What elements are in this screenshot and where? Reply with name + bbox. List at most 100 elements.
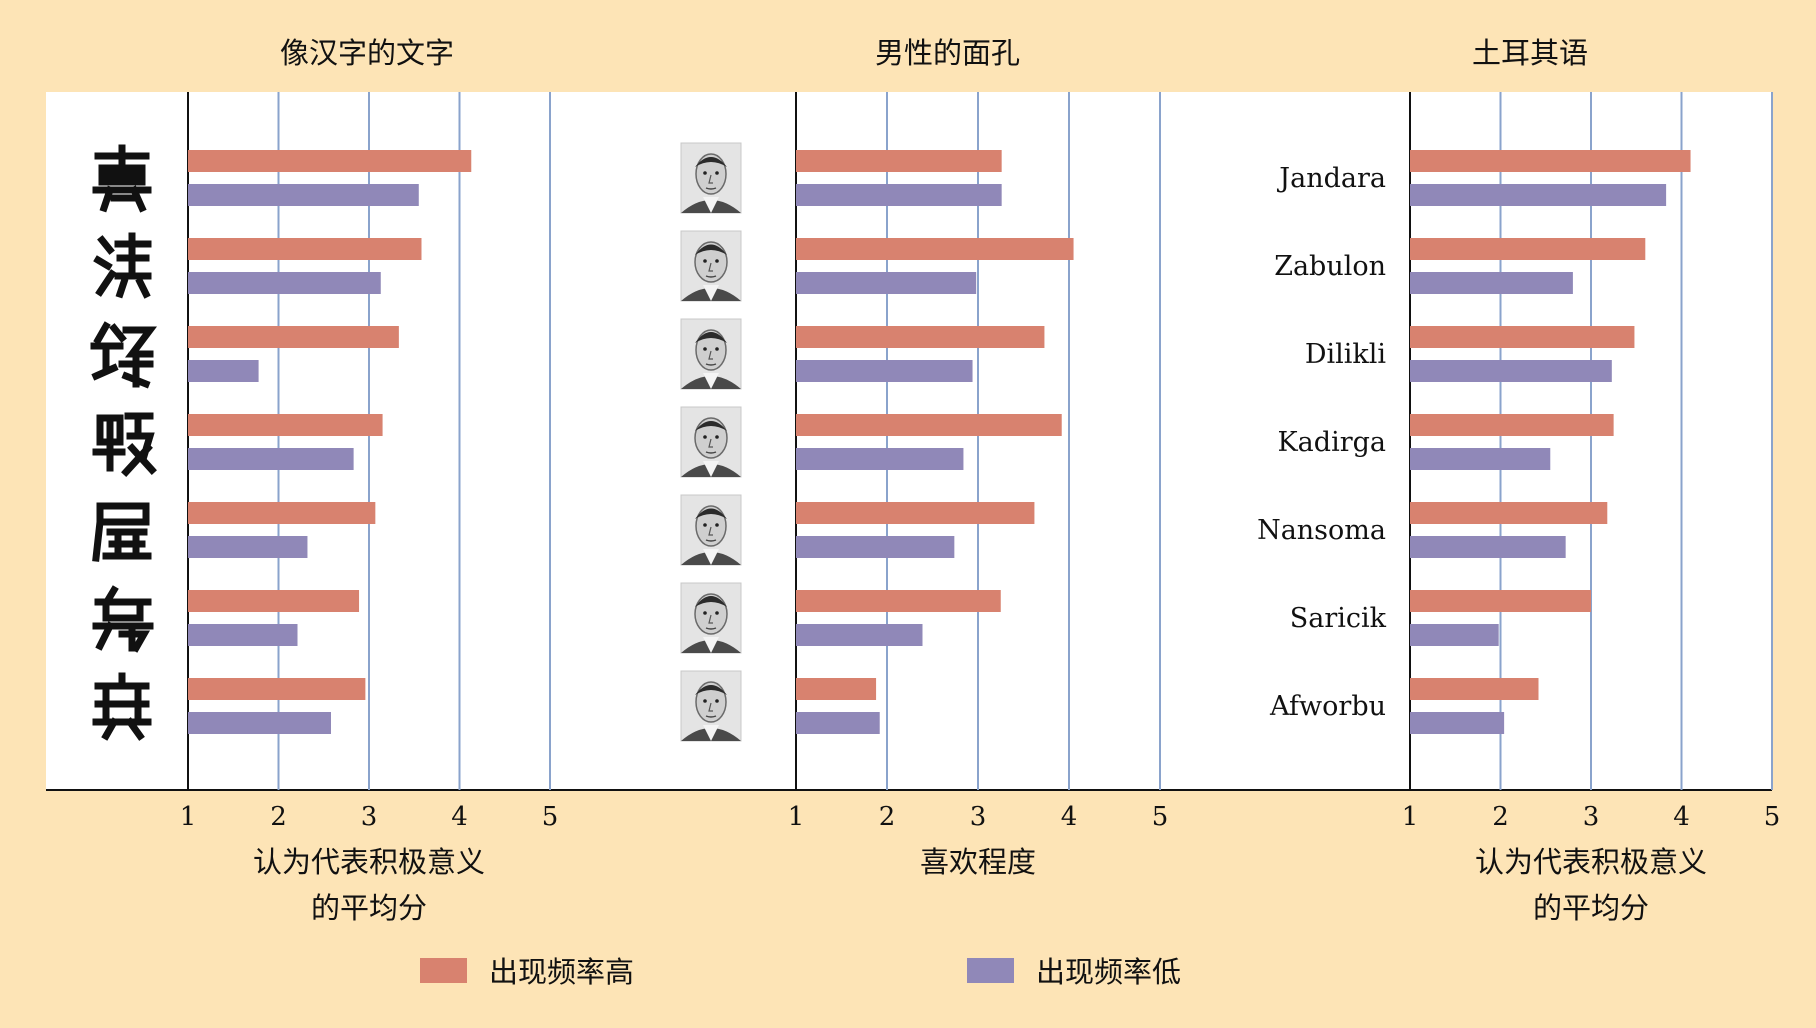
- face-hair: [695, 508, 727, 519]
- glyph-strokes: [92, 502, 152, 562]
- x-tick-label: 4: [1673, 802, 1690, 832]
- x-tick-label: 3: [970, 802, 987, 832]
- category-label: Dilikli: [1305, 339, 1387, 370]
- face-eye-left: [703, 171, 707, 175]
- x-tick-label: 5: [1152, 802, 1169, 832]
- legend-item-high: 出现频率高: [420, 950, 634, 990]
- glyph-icon: [90, 321, 157, 389]
- bar-low-row-4: [188, 448, 354, 470]
- x-tick-label: 1: [180, 802, 197, 832]
- face-eye-left: [703, 347, 707, 351]
- face-portrait-icon: [680, 670, 742, 742]
- legend-swatch-low: [967, 957, 1014, 983]
- glyph-strokes: [93, 232, 152, 299]
- face-head: [694, 417, 728, 459]
- bar-low-row-5: [1410, 536, 1566, 558]
- face-eye-right: [715, 259, 719, 263]
- bar-high-row-3: [1410, 326, 1635, 348]
- panel-title: 男性的面孔: [875, 36, 1020, 70]
- face-head: [695, 329, 727, 371]
- bar-high-row-5: [796, 502, 1035, 524]
- glyph-strokes: [92, 412, 157, 477]
- bar-low-row-2: [188, 272, 381, 294]
- face-eye-right: [715, 435, 719, 439]
- face-hair: [695, 596, 727, 607]
- chart-panel-2: 男性的面孔 1 2 3 4 5 喜欢程度: [680, 36, 1169, 879]
- plot-area: [46, 92, 1772, 790]
- bar-high-row-5: [1410, 502, 1608, 524]
- bar-low-row-3: [1410, 360, 1612, 382]
- bar-high-row-2: [1410, 238, 1646, 260]
- x-tick-label: 5: [1764, 802, 1781, 832]
- face-collar: [703, 285, 719, 301]
- face-nose: [708, 262, 713, 272]
- face-head: [695, 505, 727, 547]
- bar-low-row-7: [1410, 712, 1505, 734]
- x-tick-label: 4: [451, 802, 468, 832]
- face-eye-right: [715, 523, 719, 527]
- bar-low-row-6: [796, 624, 923, 646]
- x-axis-label: 的平均分: [311, 891, 427, 925]
- face-eye-left: [703, 259, 707, 263]
- category-label: Zabulon: [1274, 251, 1386, 282]
- legend-label-high: 出现频率高: [489, 955, 635, 989]
- face-eye-right: [715, 171, 719, 175]
- bar-high-row-4: [796, 414, 1062, 436]
- category-label: Afworbu: [1269, 691, 1386, 722]
- bar-low-row-5: [796, 536, 955, 558]
- face-eye-left: [703, 611, 707, 615]
- face-portrait-icon: [680, 318, 742, 390]
- glyph-icon: [93, 232, 152, 299]
- bar-low-row-6: [188, 624, 298, 646]
- face-hair: [695, 332, 727, 343]
- face-nose: [708, 350, 713, 360]
- bar-low-row-3: [796, 360, 973, 382]
- bar-high-row-7: [1410, 678, 1539, 700]
- face-head: [694, 241, 728, 283]
- face-mouth: [705, 715, 717, 718]
- face-portrait-icon: [680, 230, 742, 302]
- face-eye-left: [703, 435, 707, 439]
- face-mouth: [705, 627, 717, 630]
- glyph-icon: [92, 412, 157, 477]
- face-collar: [703, 549, 719, 565]
- glyph-strokes: [92, 585, 154, 653]
- bar-high-row-6: [796, 590, 1001, 612]
- bar-high-row-3: [188, 326, 399, 348]
- face-portrait-icon: [680, 582, 742, 654]
- bar-high-row-6: [188, 590, 360, 612]
- face-collar: [703, 637, 719, 653]
- bar-high-row-2: [796, 238, 1074, 260]
- x-axis-label: 喜欢程度: [920, 845, 1036, 879]
- bar-high-row-7: [188, 678, 366, 700]
- bar-low-row-2: [796, 272, 977, 294]
- x-tick-label: 4: [1061, 802, 1078, 832]
- bar-low-row-1: [796, 184, 1002, 206]
- bar-low-row-3: [188, 360, 259, 382]
- bar-high-row-4: [1410, 414, 1614, 436]
- face-eye-left: [703, 699, 707, 703]
- face-head: [695, 153, 727, 195]
- face-hair: [695, 421, 727, 431]
- glyph-strokes: [90, 321, 157, 389]
- bar-high-row-1: [796, 150, 1002, 172]
- bar-low-row-2: [1410, 272, 1573, 294]
- bar-high-row-6: [1410, 590, 1591, 612]
- face-eye-left: [703, 523, 707, 527]
- panel-title: 像汉字的文字: [280, 36, 454, 70]
- bar-low-row-5: [188, 536, 308, 558]
- x-axis-label: 认为代表积极意义: [1475, 845, 1707, 879]
- category-label: Saricik: [1290, 603, 1387, 634]
- face-portrait-icon: [680, 406, 742, 478]
- face-eye-right: [715, 699, 719, 703]
- x-axis-label: 的平均分: [1533, 891, 1649, 925]
- bar-low-row-7: [796, 712, 880, 734]
- x-tick-label: 1: [788, 802, 805, 832]
- bar-high-row-1: [1410, 150, 1691, 172]
- face-collar: [703, 197, 719, 213]
- face-portrait-icon: [680, 494, 742, 566]
- x-tick-label: 1: [1402, 802, 1419, 832]
- x-tick-label: 5: [542, 802, 559, 832]
